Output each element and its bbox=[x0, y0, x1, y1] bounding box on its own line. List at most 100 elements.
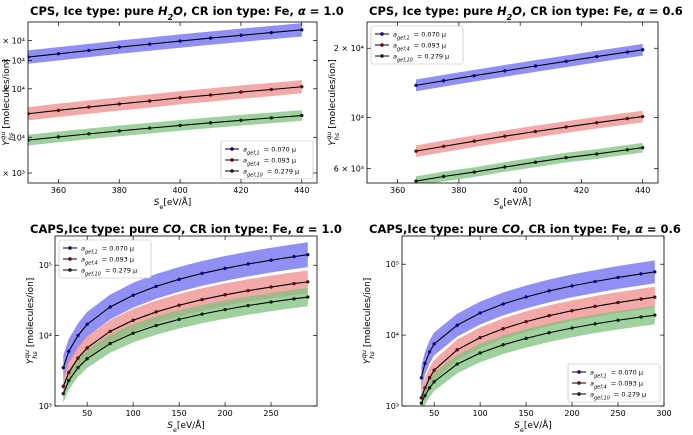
data-point bbox=[502, 327, 505, 330]
x-tick-label: 150 bbox=[171, 409, 186, 418]
data-point bbox=[641, 115, 644, 118]
data-point bbox=[640, 298, 643, 301]
data-point bbox=[428, 350, 431, 353]
data-point bbox=[595, 55, 598, 58]
legend-marker bbox=[68, 257, 71, 260]
data-point bbox=[270, 301, 273, 304]
data-point bbox=[62, 366, 65, 369]
data-point bbox=[456, 363, 459, 366]
data-point bbox=[503, 135, 506, 138]
legend-marker bbox=[577, 370, 580, 373]
data-point bbox=[86, 357, 89, 360]
data-point bbox=[57, 135, 60, 138]
panel-2: CPS, Ice type: pure H2O, CR ion type: Fe… bbox=[325, 4, 683, 211]
chart-title: CAPS,Ice type: pure CO, CR ion type: Fe,… bbox=[30, 222, 342, 236]
data-point bbox=[155, 310, 158, 313]
x-tick-label: 250 bbox=[263, 409, 278, 418]
legend-marker bbox=[380, 43, 383, 46]
x-axis-label: Se[eV/Å] bbox=[154, 196, 192, 211]
x-tick-label: 360 bbox=[51, 186, 66, 195]
data-point bbox=[479, 351, 482, 354]
data-point bbox=[433, 369, 436, 372]
data-point bbox=[617, 319, 620, 322]
data-point bbox=[67, 379, 70, 382]
legend-marker bbox=[230, 158, 233, 161]
y-tick-label: 10⁴ bbox=[386, 331, 399, 340]
data-point bbox=[178, 318, 181, 321]
data-point bbox=[178, 304, 181, 307]
data-point bbox=[224, 293, 227, 296]
data-point bbox=[423, 362, 426, 365]
data-point bbox=[653, 314, 656, 317]
data-point bbox=[479, 312, 482, 315]
legend-marker bbox=[68, 268, 71, 271]
data-point bbox=[420, 396, 423, 399]
panel-4: CAPS,Ice type: pure CO, CR ion type: Fe,… bbox=[360, 222, 681, 434]
data-point bbox=[534, 161, 537, 164]
data-point bbox=[423, 386, 426, 389]
data-point bbox=[525, 295, 528, 298]
data-point bbox=[594, 280, 597, 283]
y-tick-label: 10⁵ bbox=[39, 261, 52, 270]
data-point bbox=[178, 278, 181, 281]
figure: CPS, Ice type: pure H2O, CR ion type: Fe… bbox=[0, 0, 693, 435]
data-point bbox=[209, 94, 212, 97]
x-tick-label: 300 bbox=[656, 409, 671, 418]
x-tick-label: 380 bbox=[451, 186, 466, 195]
data-point bbox=[548, 331, 551, 334]
data-point bbox=[442, 175, 445, 178]
data-point bbox=[118, 102, 121, 105]
data-point bbox=[306, 296, 309, 299]
data-point bbox=[239, 119, 242, 122]
series-band-1 bbox=[28, 23, 302, 64]
data-point bbox=[293, 297, 296, 300]
data-point bbox=[179, 96, 182, 99]
data-point bbox=[525, 337, 528, 340]
data-point bbox=[293, 255, 296, 258]
data-point bbox=[415, 84, 418, 87]
data-point bbox=[300, 114, 303, 117]
data-point bbox=[415, 150, 418, 153]
data-point bbox=[423, 394, 426, 397]
data-point bbox=[132, 332, 135, 335]
data-point bbox=[525, 320, 528, 323]
data-point bbox=[118, 46, 121, 49]
x-tick-label: 400 bbox=[172, 186, 187, 195]
data-point bbox=[640, 272, 643, 275]
data-point bbox=[155, 324, 158, 327]
data-point bbox=[306, 280, 309, 283]
data-point bbox=[306, 253, 309, 256]
data-point bbox=[87, 106, 90, 109]
x-tick-label: 380 bbox=[112, 186, 127, 195]
data-point bbox=[270, 286, 273, 289]
data-point bbox=[502, 302, 505, 305]
data-point bbox=[67, 371, 70, 374]
data-point bbox=[502, 343, 505, 346]
data-point bbox=[132, 294, 135, 297]
data-point bbox=[148, 100, 151, 103]
data-point bbox=[428, 376, 431, 379]
x-tick-label: 200 bbox=[564, 409, 579, 418]
data-point bbox=[617, 276, 620, 279]
x-tick-label: 420 bbox=[574, 186, 589, 195]
data-point bbox=[503, 166, 506, 169]
data-point bbox=[270, 259, 273, 262]
data-point bbox=[571, 284, 574, 287]
y-tick-label: 6 × 10³ bbox=[334, 165, 364, 174]
data-point bbox=[62, 392, 65, 395]
panel-1: CPS, Ice type: pure H2O, CR ion type: Fe… bbox=[0, 4, 344, 211]
legend-marker bbox=[230, 169, 233, 172]
data-point bbox=[209, 37, 212, 40]
data-point bbox=[415, 180, 418, 183]
data-point bbox=[626, 117, 629, 120]
y-tick-label: 10³ bbox=[386, 402, 399, 411]
data-point bbox=[479, 336, 482, 339]
legend-marker bbox=[230, 147, 233, 150]
legend-marker bbox=[380, 32, 383, 35]
data-point bbox=[420, 402, 423, 405]
data-point bbox=[433, 342, 436, 345]
legend: agef,1 = 0.070 μagef,4 = 0.093 μagef,10 = 0… bbox=[221, 141, 313, 179]
plot-area bbox=[415, 44, 645, 186]
panel-3: CAPS,Ice type: pure CO, CR ion type: Fe,… bbox=[23, 222, 342, 434]
